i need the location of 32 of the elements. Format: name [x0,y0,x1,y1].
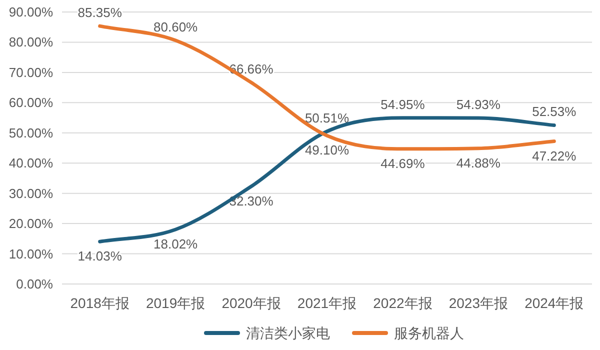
y-tick-label: 40.00% [8,156,54,171]
y-tick-label: 90.00% [8,4,54,20]
y-tick-label: 70.00% [8,64,54,80]
legend-label: 服务机器人 [394,325,464,341]
data-label: 44.88% [456,155,501,170]
y-tick-label: 30.00% [8,186,54,201]
data-label: 32.30% [229,193,274,208]
y-tick-label: 10.00% [8,246,54,262]
data-label: 44.69% [380,156,426,171]
y-tick-label: 60.00% [8,95,54,110]
data-label: 50.51% [304,110,350,126]
y-tick-label: 80.00% [8,34,54,50]
y-tick-label: 50.00% [8,125,54,140]
data-label: 52.53% [532,104,577,120]
data-label: 54.93% [456,96,501,112]
x-tick-label: 2018年报 [70,295,130,311]
x-tick-label: 2019年报 [146,295,206,311]
x-tick-label: 2020年报 [222,295,281,311]
y-tick-label: 0.00% [16,276,54,292]
x-tick-label: 2022年报 [373,295,432,311]
x-tick-label: 2023年报 [448,295,508,311]
x-tick-label: 2021年报 [297,295,357,311]
x-tick-label: 2024年报 [524,295,584,311]
data-label: 14.03% [78,248,122,264]
y-tick-label: 20.00% [8,216,54,232]
data-label: 54.95% [380,96,426,112]
data-label: 49.10% [304,142,350,158]
data-label: 47.22% [532,148,577,164]
data-label: 80.60% [154,19,198,34]
legend-label: 清洁类小家电 [246,325,330,341]
data-label: 18.02% [154,236,198,252]
data-label: 85.35% [78,5,122,20]
